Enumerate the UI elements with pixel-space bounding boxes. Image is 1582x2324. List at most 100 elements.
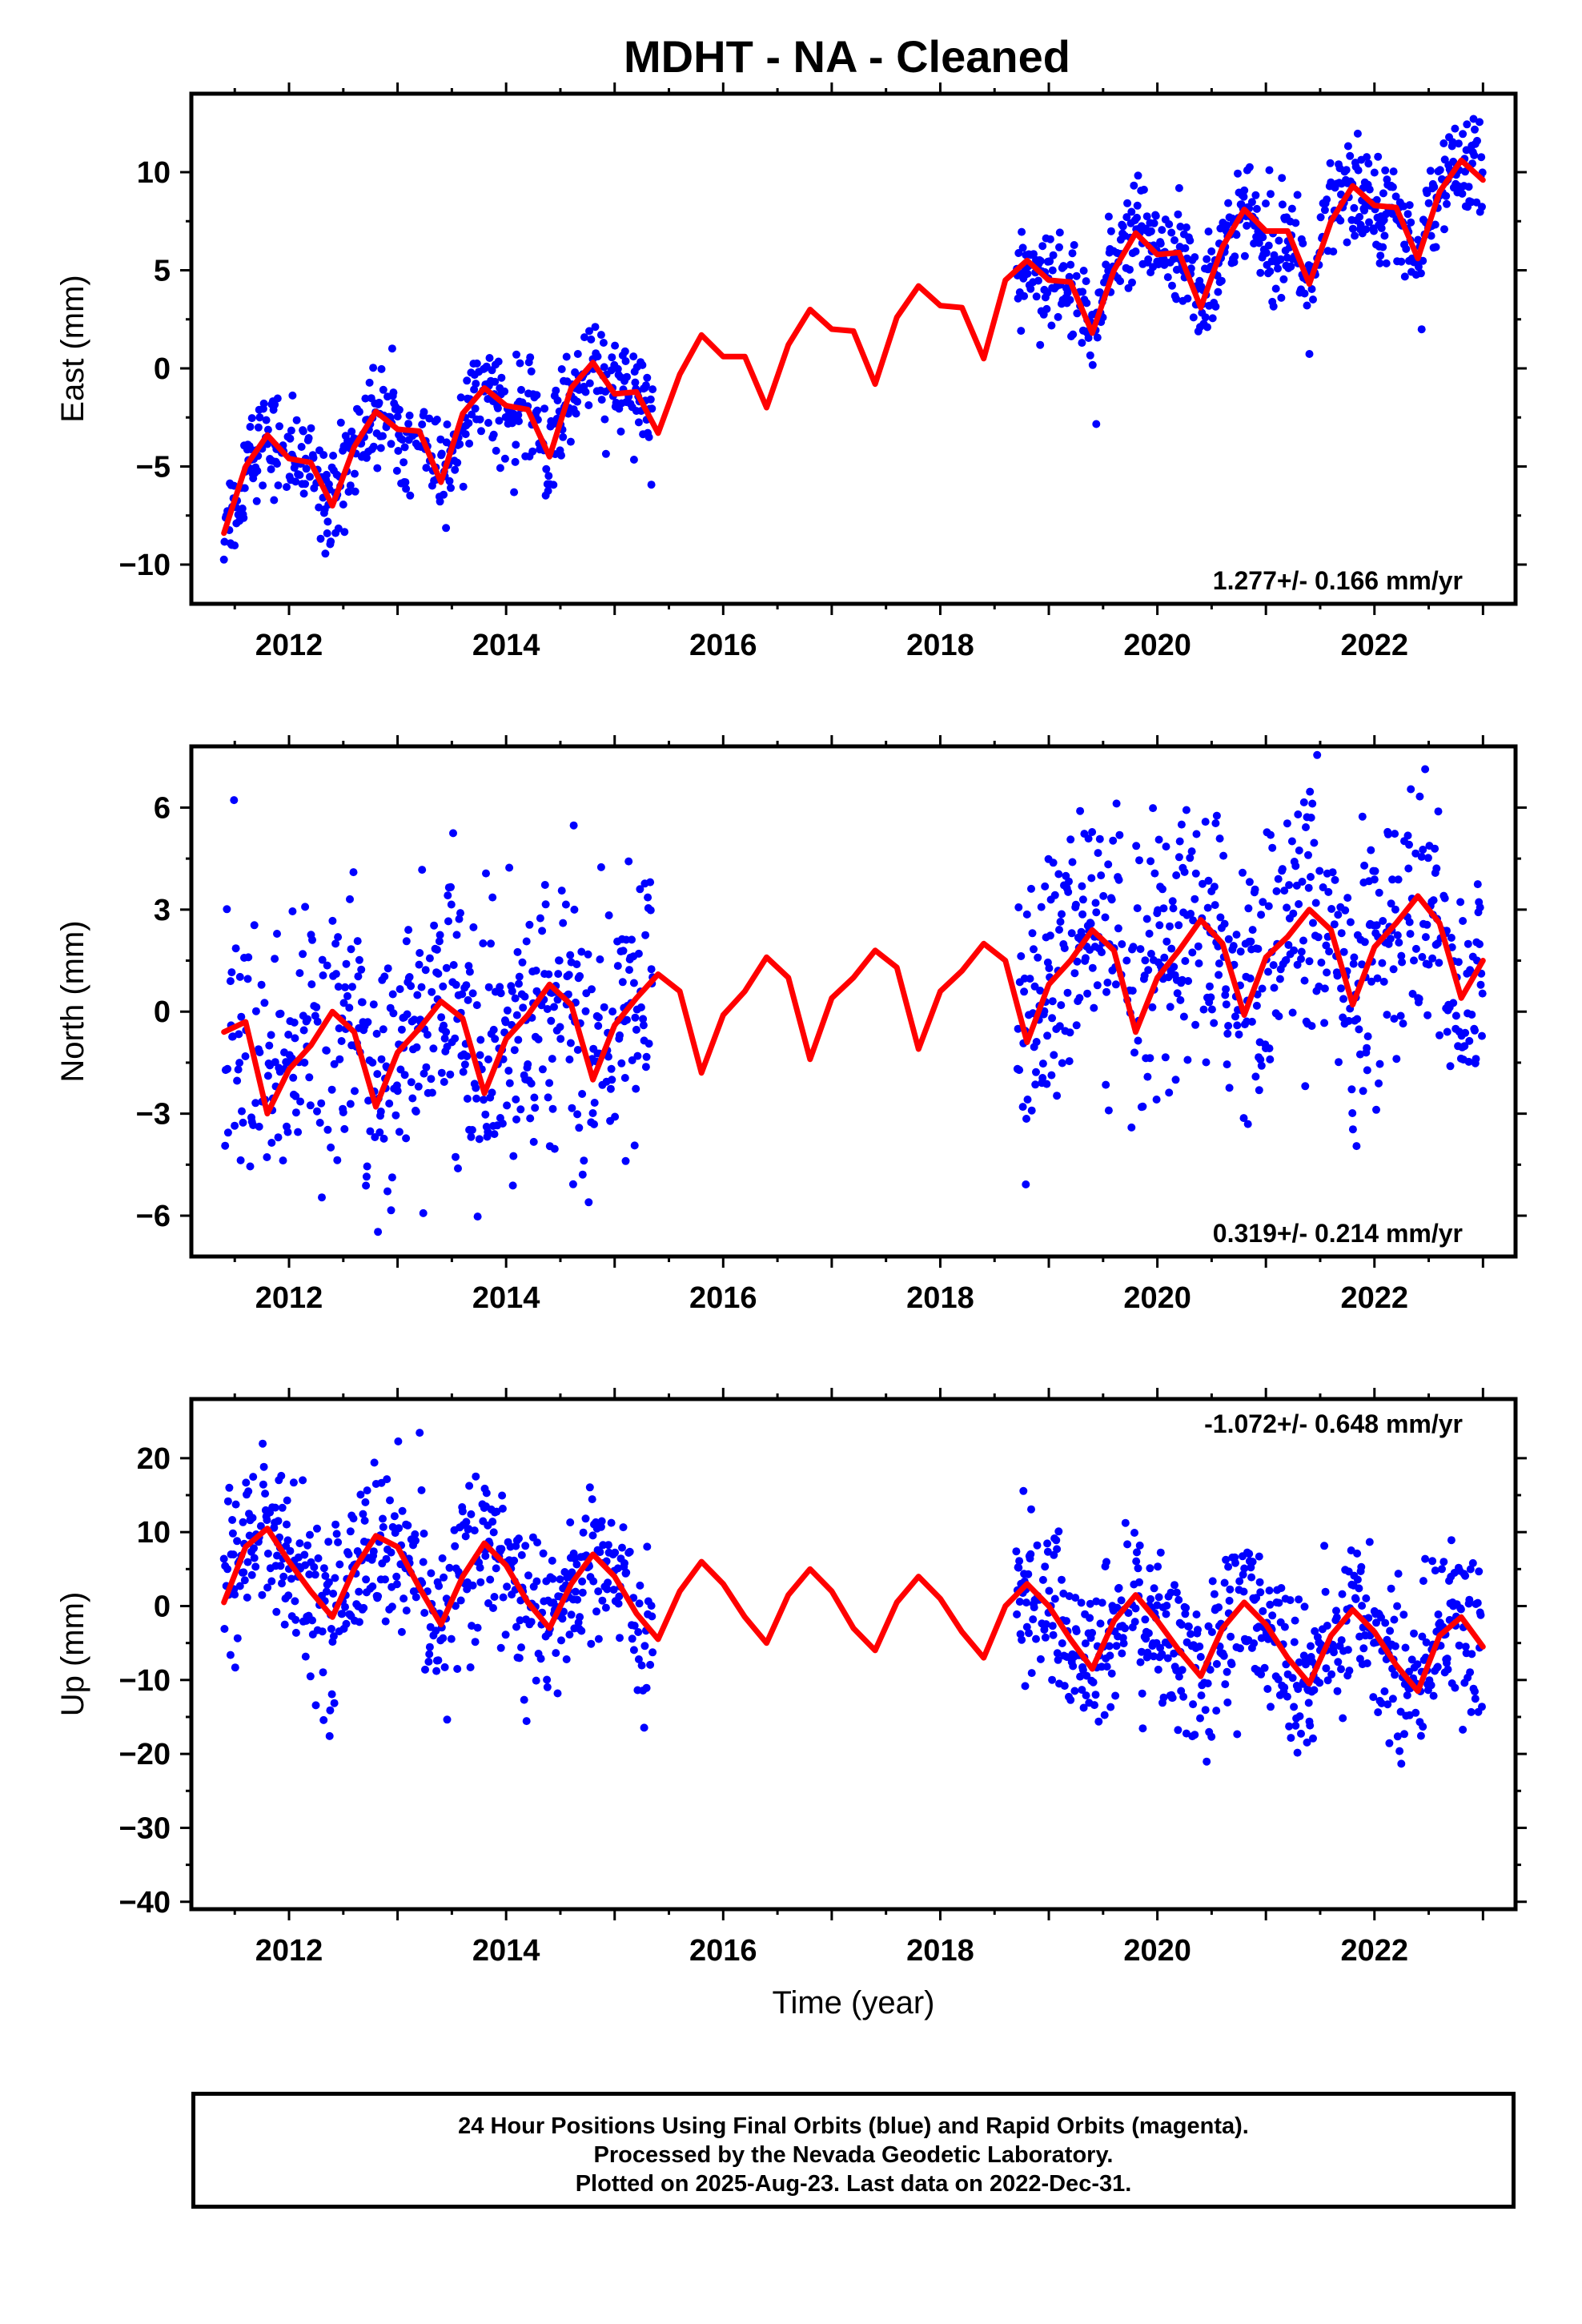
data-point	[1082, 1691, 1090, 1700]
data-point	[607, 1064, 616, 1073]
data-point	[547, 1016, 556, 1025]
data-point	[538, 927, 547, 935]
data-point	[1280, 1622, 1289, 1631]
data-point	[1464, 1057, 1473, 1066]
data-point	[1434, 807, 1443, 816]
data-point	[573, 1595, 582, 1604]
data-point	[584, 950, 592, 959]
data-point	[1251, 1072, 1260, 1081]
data-point	[1405, 201, 1414, 210]
data-point	[1476, 1610, 1485, 1619]
data-point	[1229, 942, 1238, 951]
data-point	[1400, 272, 1409, 281]
data-point	[1192, 830, 1201, 838]
data-point	[630, 1141, 639, 1150]
data-point	[1391, 905, 1399, 914]
data-point	[1150, 1584, 1158, 1593]
data-point	[493, 404, 502, 412]
data-point	[1078, 1666, 1087, 1675]
data-point	[566, 951, 575, 959]
data-point	[1072, 271, 1081, 280]
data-point	[1012, 1547, 1021, 1556]
data-point	[439, 982, 448, 991]
data-point	[1149, 804, 1158, 813]
data-point	[1178, 1666, 1186, 1675]
data-point	[225, 1483, 234, 1492]
data-point	[1305, 957, 1314, 966]
data-point	[416, 949, 424, 957]
data-point	[1399, 202, 1408, 211]
data-point	[369, 442, 378, 451]
data-point	[379, 432, 387, 440]
data-point	[1295, 1595, 1303, 1604]
data-point	[1363, 1032, 1372, 1041]
data-point	[322, 470, 331, 479]
data-point	[300, 1058, 309, 1067]
data-point	[515, 972, 524, 981]
data-point	[623, 372, 631, 381]
data-point	[387, 1602, 396, 1611]
data-point	[1269, 961, 1278, 970]
data-point	[481, 1551, 490, 1560]
data-point	[1463, 120, 1472, 129]
data-point	[1060, 262, 1068, 271]
up-panel: 2012 2014 2016 2018 2020 2022−40−30−20−100102…	[55, 1388, 1527, 2020]
data-point	[430, 921, 439, 930]
data-point	[476, 1051, 484, 1059]
data-point	[459, 1068, 468, 1076]
data-point	[636, 1581, 644, 1590]
data-point	[1154, 1593, 1163, 1602]
data-point	[646, 1660, 655, 1669]
data-point	[510, 1046, 519, 1055]
data-point	[1469, 115, 1478, 123]
data-point	[598, 1596, 607, 1605]
data-point	[1107, 1669, 1116, 1678]
data-point	[376, 444, 385, 452]
data-point	[355, 1587, 363, 1596]
data-point	[303, 1015, 312, 1023]
data-point	[555, 956, 564, 965]
data-point	[532, 1577, 541, 1586]
data-point	[1133, 904, 1142, 913]
data-point	[259, 481, 267, 490]
data-point	[524, 1571, 532, 1580]
data-point	[1424, 199, 1433, 207]
data-point	[1283, 819, 1291, 828]
data-point	[1391, 830, 1399, 838]
data-point	[1257, 1061, 1266, 1070]
data-point	[414, 1082, 423, 1091]
data-point	[1402, 724, 1410, 732]
data-point	[1141, 1615, 1150, 1624]
data-point	[1054, 1527, 1063, 1536]
data-point	[1397, 1759, 1406, 1768]
data-point	[1353, 1575, 1362, 1584]
data-point	[230, 796, 239, 805]
data-point	[1168, 1694, 1177, 1702]
data-point	[229, 1550, 238, 1559]
data-point	[1447, 1536, 1456, 1545]
data-point	[402, 1134, 411, 1143]
data-point	[428, 1088, 436, 1097]
data-point	[1109, 836, 1118, 845]
data-point	[1014, 903, 1023, 911]
data-point	[1188, 948, 1197, 957]
data-point	[284, 1031, 293, 1039]
data-point	[1339, 947, 1348, 956]
data-point	[1158, 226, 1166, 235]
data-point	[1033, 1541, 1042, 1550]
data-point	[355, 408, 363, 416]
data-point	[1336, 216, 1345, 225]
data-point	[340, 1124, 349, 1133]
data-point	[440, 1021, 448, 1030]
data-point	[1404, 864, 1413, 873]
data-point	[400, 1071, 409, 1080]
data-point	[1170, 236, 1178, 244]
data-point	[1121, 1518, 1130, 1527]
data-point	[1158, 885, 1166, 894]
data-point	[1459, 1725, 1468, 1734]
data-point	[1042, 304, 1051, 313]
data-point	[1030, 945, 1038, 954]
data-point	[1215, 1603, 1223, 1612]
data-point	[1102, 1663, 1111, 1671]
